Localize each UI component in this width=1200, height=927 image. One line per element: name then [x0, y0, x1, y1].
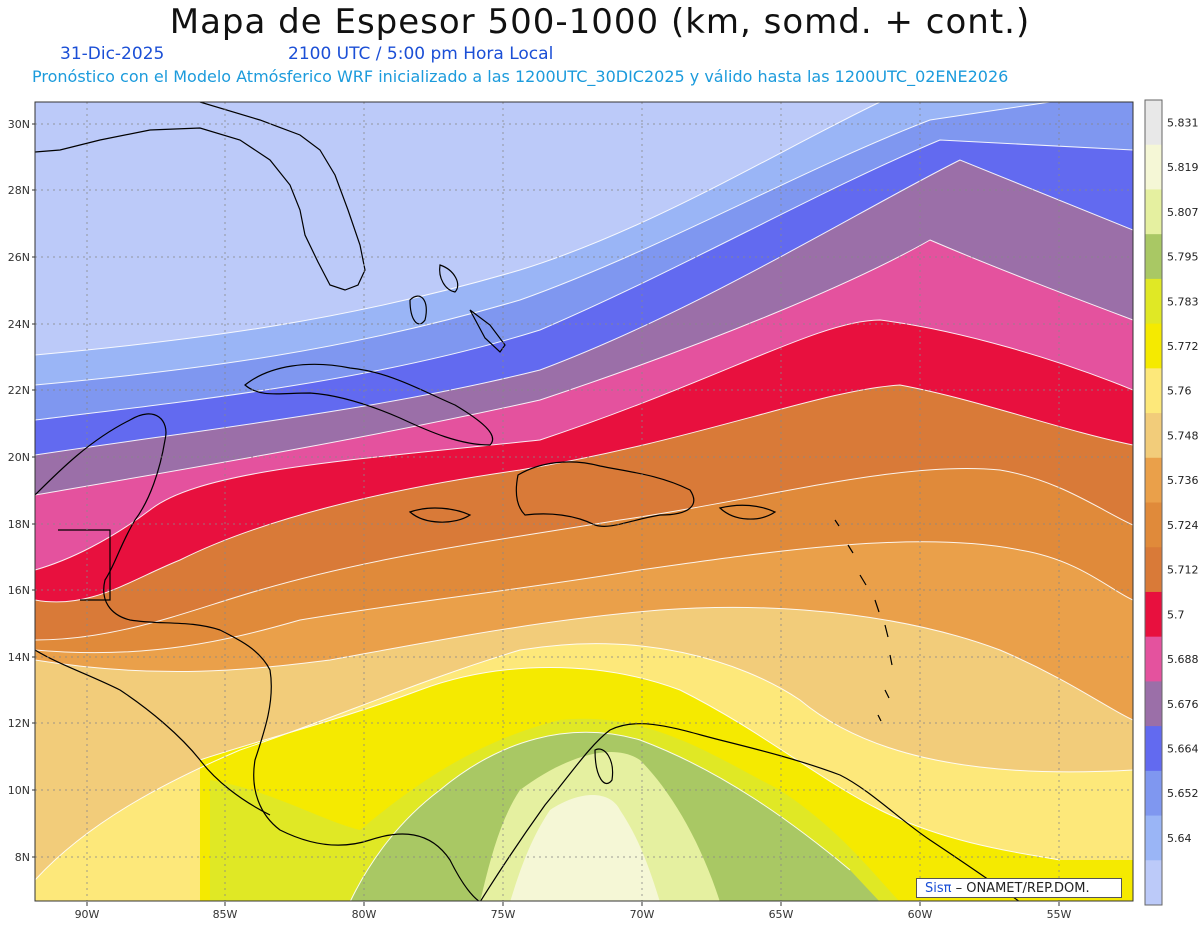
colorbar-label: 5.748 [1167, 429, 1199, 442]
thickness-contours [35, 102, 1133, 901]
colorbar-swatch [1145, 636, 1162, 682]
lon-tick-label: 90W [75, 908, 100, 921]
colorbar-swatch [1145, 502, 1162, 548]
lat-tick-label: 10N [8, 784, 30, 797]
colorbar-label: 5.831 [1167, 116, 1199, 129]
colorbar-swatch [1145, 278, 1162, 325]
colorbar-swatch [1145, 860, 1162, 906]
colorbar: 5.831 5.819 5.807 5.795 5.783 5.772 5.76 5.748 5… [1144, 99, 1199, 906]
lat-tick-label: 14N [8, 651, 30, 664]
colorbar-label: 5.64 [1167, 832, 1192, 845]
colorbar-label: 5.819 [1167, 161, 1199, 174]
colorbar-label: 5.783 [1167, 295, 1199, 308]
graticule [35, 102, 1133, 901]
map-frame [34, 101, 1134, 902]
lon-tick-label: 85W [213, 908, 238, 921]
lat-tick-label: 18N [8, 518, 30, 531]
colorbar-swatch [1145, 726, 1162, 772]
lon-tick-label: 80W [352, 908, 377, 921]
lat-tick-label: 22N [8, 384, 30, 397]
colorbar-label: 5.772 [1167, 340, 1199, 353]
colorbar-label: 5.664 [1167, 742, 1199, 755]
colorbar-swatch [1145, 189, 1162, 235]
credit-box: Sisπ – ONAMET/REP.DOM. [916, 878, 1122, 898]
lat-tick-label: 26N [8, 251, 30, 264]
lon-tick-label: 75W [491, 908, 516, 921]
lat-tick-label: 20N [8, 451, 30, 464]
colorbar-label: 5.736 [1167, 474, 1199, 487]
colorbar-swatch [1145, 368, 1162, 414]
lon-tick-label: 60W [908, 908, 933, 921]
lat-tick-label: 12N [8, 717, 30, 730]
colorbar-swatch [1145, 547, 1162, 593]
lat-tick-label: 30N [8, 118, 30, 131]
colorbar-swatch [1145, 591, 1162, 638]
colorbar-swatch [1145, 815, 1162, 861]
lat-tick-label: 8N [15, 851, 30, 864]
colorbar-label: 5.795 [1167, 251, 1199, 264]
colorbar-label: 5.676 [1167, 698, 1199, 711]
forecast-label: Pronóstico con el Modelo Atmósferico WRF… [32, 67, 1009, 86]
lat-tick-label: 16N [8, 584, 30, 597]
longitude-labels: 90W 85W 80W 75W 70W 65W 60W 55W [75, 902, 1072, 921]
map-title: Mapa de Espesor 500-1000 (km, somd. + co… [169, 2, 1031, 42]
colorbar-label: 5.688 [1167, 653, 1199, 666]
colorbar-label: 5.712 [1167, 564, 1199, 577]
colorbar-frame [1144, 99, 1163, 906]
colorbar-swatch [1145, 413, 1162, 459]
colorbar-label: 5.652 [1167, 787, 1199, 800]
credit-label: – ONAMET/REP.DOM. [951, 881, 1090, 896]
lon-tick-label: 55W [1047, 908, 1072, 921]
lat-tick-label: 28N [8, 184, 30, 197]
colorbar-swatch [1145, 144, 1162, 190]
brand-label: Sisπ [925, 881, 952, 896]
time-label: 2100 UTC / 5:00 pm Hora Local [288, 44, 554, 64]
lon-tick-label: 70W [630, 908, 655, 921]
colorbar-label: 5.7 [1167, 608, 1185, 621]
latitude-labels: 30N 28N 26N 24N 22N 20N 18N 16N 14N 12N 10N 8N [8, 118, 35, 864]
colorbar-swatch [1145, 100, 1162, 146]
band-5831 [510, 795, 660, 901]
colorbar-swatch [1145, 323, 1162, 369]
colorbar-label: 5.807 [1167, 206, 1199, 219]
date-label: 31-Dic-2025 [60, 44, 165, 64]
colorbar-swatch [1145, 770, 1162, 817]
colorbar-label: 5.76 [1167, 385, 1192, 398]
colorbar-swatch [1145, 681, 1162, 727]
colorbar-swatch [1145, 234, 1162, 280]
lon-tick-label: 65W [769, 908, 794, 921]
coastlines [35, 102, 1020, 901]
lat-tick-label: 24N [8, 318, 30, 331]
colorbar-label: 5.724 [1167, 519, 1199, 532]
colorbar-swatch [1145, 457, 1162, 503]
